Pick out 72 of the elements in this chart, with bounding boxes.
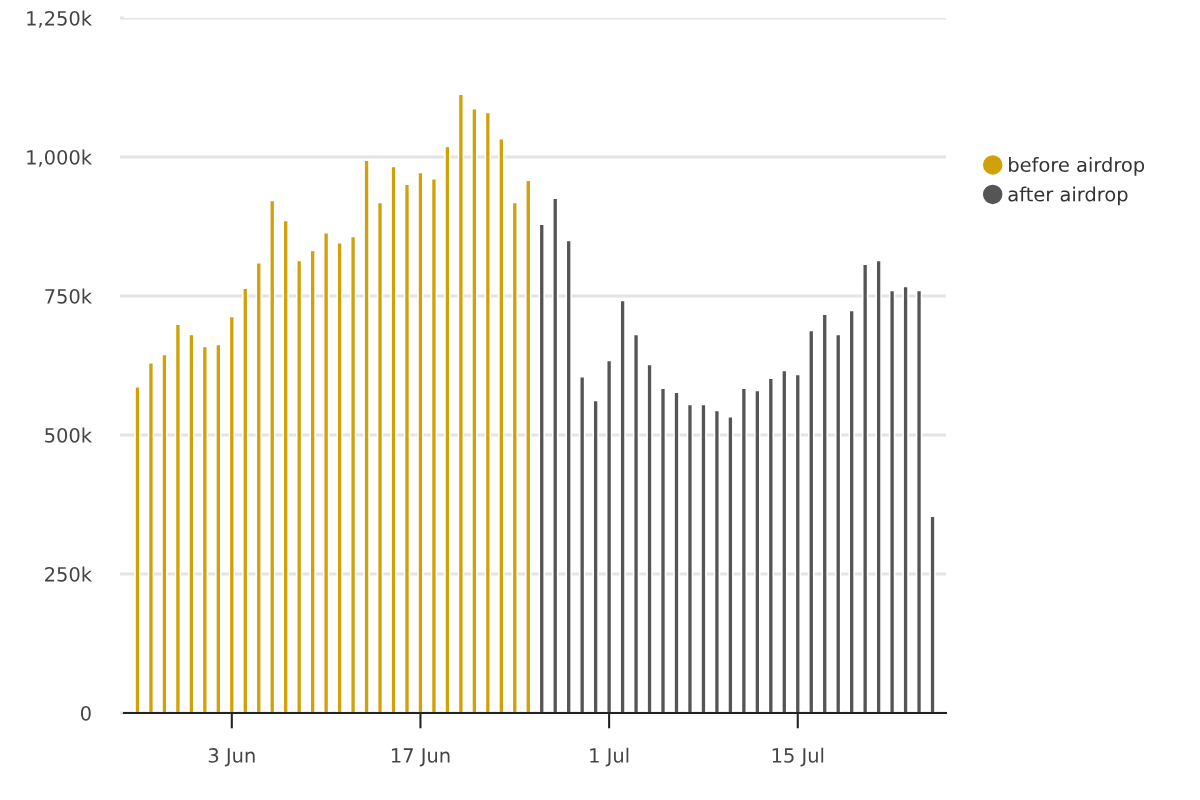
bar — [309, 249, 316, 713]
bar — [929, 515, 936, 713]
bar — [808, 329, 815, 713]
bar — [390, 165, 397, 713]
x-tick-label: 15 Jul — [772, 747, 824, 767]
bar — [835, 333, 842, 713]
bar — [376, 201, 384, 713]
bar — [417, 171, 424, 713]
bar — [295, 259, 303, 713]
bar — [242, 287, 249, 713]
bar — [255, 261, 262, 713]
bar — [444, 145, 451, 713]
bar — [578, 375, 586, 713]
bar — [269, 199, 276, 713]
bar — [511, 201, 518, 713]
legend-label: after airdrop — [1008, 186, 1128, 206]
bar — [875, 259, 882, 713]
bar — [471, 107, 478, 713]
bar — [336, 241, 343, 713]
bar — [457, 93, 465, 713]
bar — [902, 285, 909, 713]
x-tick-label: 17 Jun — [391, 748, 450, 767]
bar — [215, 343, 222, 713]
bar — [174, 323, 182, 713]
bar — [888, 289, 896, 713]
bar — [201, 345, 209, 713]
bar — [349, 235, 357, 713]
bar — [713, 409, 721, 713]
bar — [161, 353, 168, 713]
bar — [552, 197, 559, 713]
bar — [134, 385, 141, 713]
bar — [228, 315, 235, 713]
x-tick-label: 3 Jun — [208, 748, 255, 767]
bar — [673, 391, 680, 713]
bar — [915, 289, 923, 713]
bar — [565, 239, 572, 713]
bar — [700, 403, 707, 713]
bar — [403, 183, 411, 713]
y-tick-label: 750k — [45, 288, 92, 304]
bar — [430, 177, 438, 713]
bar — [646, 363, 653, 713]
y-tick-label: 1,000k — [27, 149, 92, 167]
bar — [754, 389, 761, 713]
legend-label: before airdrop — [1009, 157, 1145, 176]
bar — [282, 219, 289, 713]
bar — [740, 387, 748, 713]
bar — [767, 377, 775, 713]
y-tick-label: 250k — [45, 566, 92, 582]
y-tick-label: 1,250k — [27, 10, 92, 28]
bar — [781, 369, 788, 713]
bar — [821, 313, 828, 713]
bar — [188, 333, 195, 713]
bar — [322, 231, 330, 713]
bar — [848, 309, 855, 713]
bar — [484, 111, 492, 713]
bar — [619, 299, 626, 713]
bar — [659, 387, 667, 713]
bar — [686, 403, 694, 713]
x-tick-label: 1 Jul — [590, 747, 629, 767]
bar — [498, 137, 505, 713]
bar — [794, 373, 801, 713]
y-tick-label: 500k — [45, 427, 92, 443]
bar — [592, 399, 599, 713]
bar — [605, 359, 613, 713]
bar — [147, 361, 155, 713]
bar — [525, 179, 532, 713]
bar — [632, 333, 640, 713]
bar — [861, 263, 869, 713]
bar — [363, 159, 370, 713]
bar — [538, 223, 545, 713]
y-tick-label: 0 — [80, 705, 91, 721]
bar — [727, 415, 734, 713]
